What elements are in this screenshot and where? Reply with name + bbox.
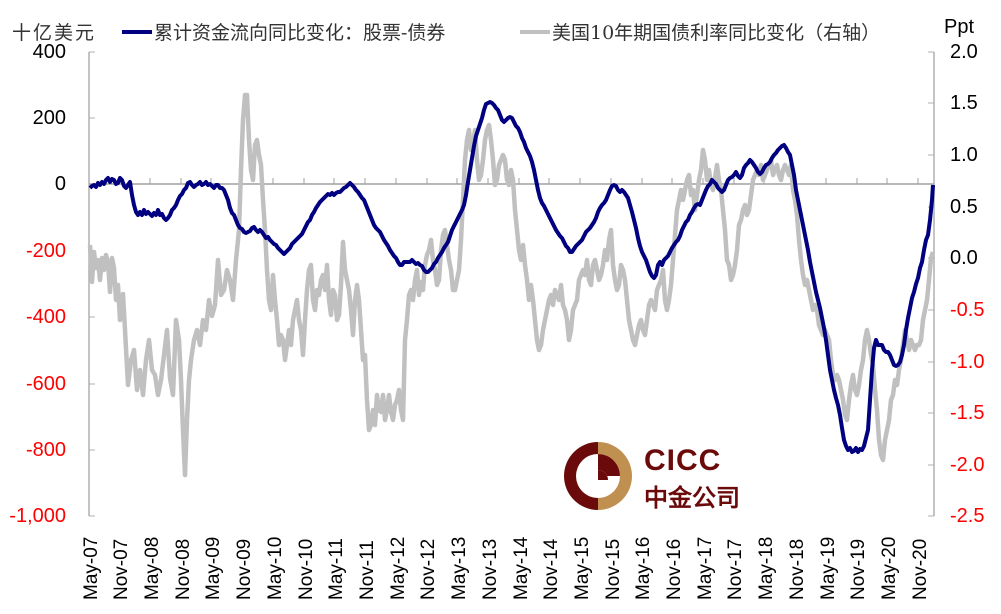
x-tick-label: Nov-13 — [480, 538, 501, 600]
x-tick-label: May-11 — [326, 538, 347, 600]
x-tick-label: May-10 — [265, 536, 286, 600]
x-tick-label: May-07 — [81, 536, 102, 600]
chart-legend: 十亿美元 累计资金流向同比变化：股票-债券 美国10年期国债利率同比变化（右轴）… — [0, 8, 1001, 44]
legend-swatch-navy — [122, 29, 152, 34]
right-tick-label: -0.5 — [950, 299, 985, 321]
x-tick-label: Nov-09 — [234, 538, 255, 600]
left-tick-label: -800 — [25, 439, 66, 461]
x-tick-label: Nov-18 — [787, 538, 808, 600]
series-flows-line — [88, 100, 935, 454]
left-tick-label: -600 — [25, 373, 66, 395]
x-tick-label: May-18 — [756, 536, 777, 600]
x-tick-label: Nov-14 — [541, 538, 562, 600]
logo-text-en: CICC — [644, 444, 722, 477]
x-tick-label: Nov-17 — [725, 538, 746, 600]
x-tick-label: May-12 — [388, 536, 409, 600]
x-tick-label: Nov-16 — [664, 538, 685, 600]
left-tick-label: 200 — [32, 107, 66, 129]
right-tick-label: 2.0 — [950, 41, 978, 63]
x-tick-label: Nov-12 — [418, 538, 439, 600]
legend-swatch-gray — [520, 29, 550, 34]
x-tick-label: May-09 — [203, 536, 224, 600]
cicc-logo-mark-icon — [564, 442, 632, 510]
x-tick-label: May-08 — [142, 536, 163, 600]
x-tick-label: Nov-08 — [173, 538, 194, 600]
right-tick-label: 0.5 — [950, 196, 978, 218]
x-tick-label: May-20 — [879, 536, 900, 600]
x-tick-label: Nov-19 — [848, 538, 869, 600]
left-tick-label: -200 — [25, 240, 66, 262]
x-tick-label: May-13 — [449, 536, 470, 600]
legend-item-yield: 美国10年期国债利率同比变化（右轴） — [520, 18, 880, 45]
cicc-logo: CICC 中金公司 — [562, 440, 762, 512]
x-tick-label: May-14 — [511, 536, 532, 600]
left-tick-label: 400 — [32, 41, 66, 63]
right-tick-label: 1.0 — [950, 144, 978, 166]
left-tick-label: 0 — [54, 173, 66, 195]
x-tick-label: May-16 — [633, 536, 654, 600]
x-tick-label: Nov-11 — [357, 540, 378, 600]
x-tick-label: Nov-10 — [296, 538, 317, 600]
legend-label-yield: 美国10年期国债利率同比变化（右轴） — [552, 22, 881, 44]
right-tick-label: -2.0 — [950, 454, 985, 476]
x-tick-label: Nov-07 — [111, 538, 132, 600]
right-tick-label: 1.5 — [950, 92, 978, 114]
legend-item-flows: 累计资金流向同比变化：股票-债券 — [122, 18, 445, 45]
legend-label-flows: 累计资金流向同比变化：股票-债券 — [154, 22, 446, 44]
logo-text-cn: 中金公司 — [644, 484, 740, 512]
x-tick-label: Nov-15 — [603, 538, 624, 600]
x-tick-label: May-15 — [572, 536, 593, 600]
left-tick-label: -1,000 — [9, 505, 66, 527]
x-tick-label: Nov-20 — [910, 538, 931, 600]
right-tick-label: -1.5 — [950, 402, 985, 424]
right-axis-unit: Ppt — [944, 16, 975, 38]
x-tick-label: May-17 — [695, 536, 716, 600]
left-axis-unit: 十亿美元 — [12, 22, 97, 44]
x-tick-label: May-19 — [818, 536, 839, 600]
right-tick-label: -1.0 — [950, 351, 985, 373]
left-tick-label: -400 — [25, 306, 66, 328]
right-tick-label: -2.5 — [950, 505, 985, 527]
right-tick-label: 0.0 — [950, 247, 978, 269]
series-yield-line — [87, 92, 936, 478]
